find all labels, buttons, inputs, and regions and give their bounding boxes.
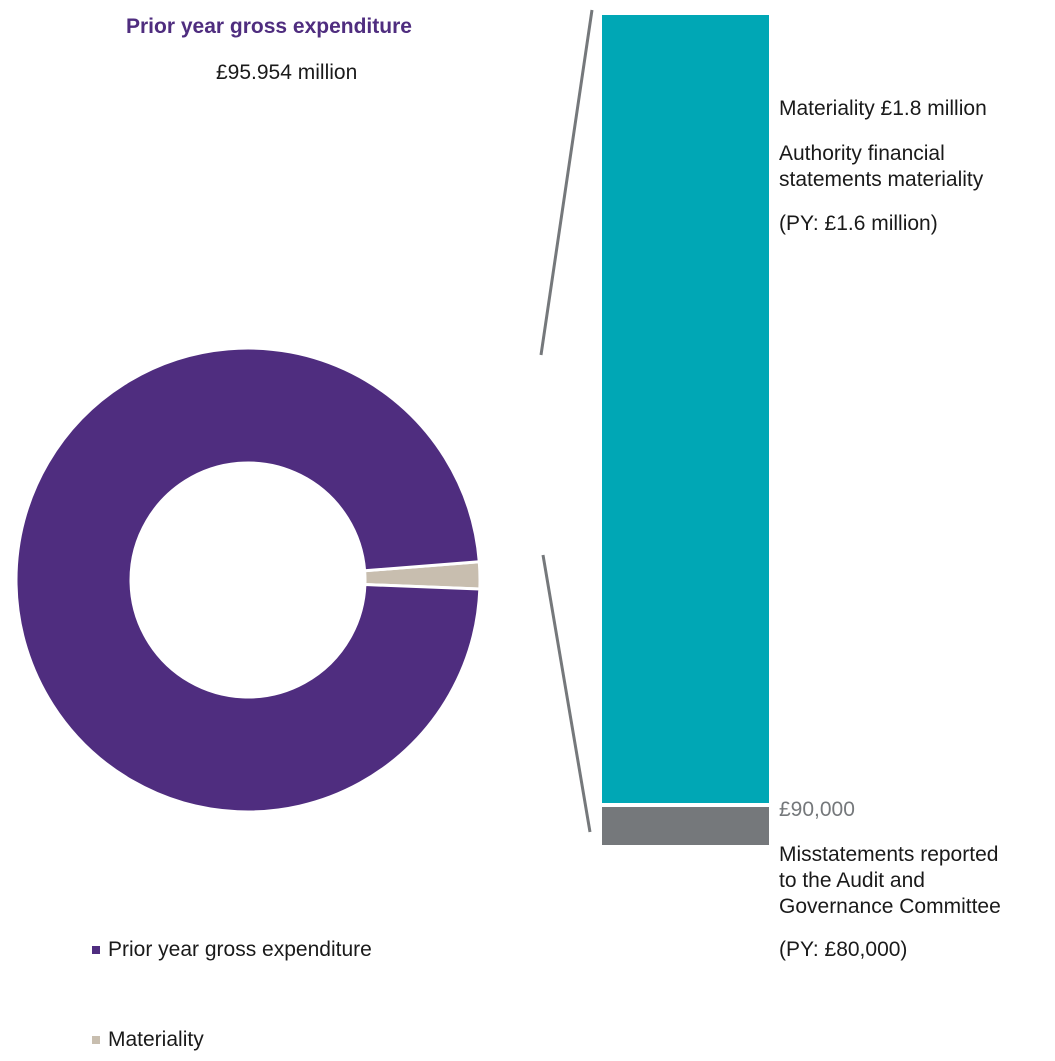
- legend-swatch-materiality: [92, 1036, 100, 1044]
- breakout-bar: [602, 15, 769, 845]
- legend-item-materiality: Materiality: [92, 1028, 204, 1052]
- materiality-desc-line2: statements materiality: [779, 168, 984, 191]
- materiality-label: Materiality £1.8 million: [779, 97, 987, 120]
- legend-label-expenditure: Prior year gross expenditure: [108, 938, 372, 961]
- materiality-desc-line1: Authority financial: [779, 142, 945, 165]
- threshold-value: £90,000: [779, 798, 855, 821]
- chart-subtitle: £95.954 million: [216, 61, 358, 84]
- threshold-desc-line1: Misstatements reported: [779, 843, 999, 866]
- threshold-desc-line3: Governance Committee: [779, 895, 1001, 918]
- chart-title: Prior year gross expenditure: [126, 15, 412, 38]
- threshold-prior-year: (PY: £80,000): [779, 938, 908, 961]
- legend-swatch-expenditure: [92, 946, 100, 954]
- connector-line-bottom: [541, 554, 592, 833]
- bar-segment-materiality: [602, 15, 769, 803]
- connector-line-top: [539, 9, 594, 356]
- threshold-desc-line2: to the Audit and: [779, 869, 925, 892]
- pie-slice-expenditure: [14, 346, 482, 814]
- connector-lines: [539, 9, 594, 833]
- legend-label-materiality: Materiality: [108, 1028, 204, 1051]
- bar-segment-misstatements: [602, 807, 769, 845]
- materiality-prior-year: (PY: £1.6 million): [779, 212, 938, 235]
- legend-item-expenditure: Prior year gross expenditure: [92, 938, 372, 962]
- donut-chart: [14, 346, 482, 814]
